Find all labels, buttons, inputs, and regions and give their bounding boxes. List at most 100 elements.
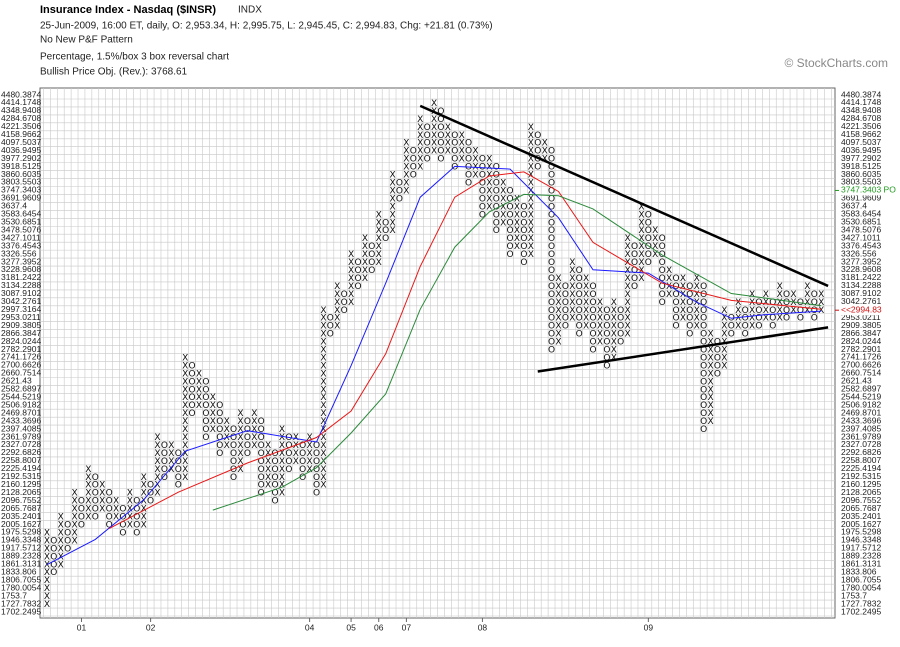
box-glyph: O [742, 322, 749, 332]
box-glyph: X [721, 322, 727, 332]
box-glyph: X [293, 457, 299, 467]
y-tick-label-left: 2469.8701 [1, 407, 41, 417]
box-glyph: O [769, 298, 776, 308]
box-glyph: O [493, 210, 500, 220]
box-glyph: X [279, 457, 285, 467]
box-glyph: X [749, 314, 755, 324]
box-glyph: X [790, 290, 796, 300]
box-glyph: O [686, 330, 693, 340]
box-glyph: X [445, 139, 451, 149]
box-glyph: X [555, 314, 561, 324]
y-tick-label-right: 2909.3805 [841, 320, 881, 330]
box-glyph: X [182, 361, 188, 371]
box-glyph: X [735, 306, 741, 316]
box-glyph: O [258, 433, 265, 443]
box-glyph: X [611, 353, 617, 363]
box-glyph: X [182, 377, 188, 387]
box-glyph: O [479, 194, 486, 204]
y-tick-label-right: 2582.6897 [841, 384, 881, 394]
box-glyph: O [783, 314, 790, 324]
y-tick-label-left: 3637.4 [1, 201, 27, 211]
box-glyph: X [804, 298, 810, 308]
box-glyph: O [175, 457, 182, 467]
box-glyph: X [638, 242, 644, 252]
y-tick-label-right: 2096.7552 [841, 495, 881, 505]
source: © StockCharts.com [784, 56, 888, 70]
y-tick-label-left: 2258.8007 [1, 455, 41, 465]
box-glyph: X [44, 600, 50, 610]
box-glyph: O [589, 338, 596, 348]
box-glyph: X [182, 385, 188, 395]
box-glyph: X [99, 481, 105, 491]
y-tick-label-left: 4036.9495 [1, 145, 41, 155]
box-glyph: O [548, 290, 555, 300]
box-glyph: X [348, 274, 354, 284]
box-glyph: X [334, 290, 340, 300]
box-glyph: X [514, 234, 520, 244]
box-glyph: O [755, 322, 762, 332]
box-glyph: O [520, 210, 527, 220]
y-tick-label-left: 3530.6851 [1, 217, 41, 227]
y-tick-label-right: 2660.7514 [841, 368, 881, 378]
y-tick-label-left: 1975.5298 [1, 527, 41, 537]
box-glyph: X [735, 314, 741, 324]
box-glyph: X [85, 473, 91, 483]
trendline [419, 104, 829, 288]
box-glyph: O [548, 194, 555, 204]
box-glyph: X [293, 433, 299, 443]
box-glyph: X [348, 290, 354, 300]
box-glyph: O [92, 505, 99, 515]
y-tick-label-right: 3583.6454 [841, 209, 881, 219]
y-tick-label-left: 3977.2902 [1, 153, 41, 163]
y-tick-label-left: 2433.3696 [1, 415, 41, 425]
box-glyph: X [251, 417, 257, 427]
box-glyph: X [638, 234, 644, 244]
box-glyph: O [244, 449, 251, 459]
y-tick-label-left: 2128.2065 [1, 487, 41, 497]
box-glyph: O [189, 377, 196, 387]
box-glyph: O [686, 306, 693, 316]
box-glyph: O [437, 139, 444, 149]
box-glyph: O [507, 226, 514, 236]
y-tick-label-right: 2225.4194 [841, 463, 881, 473]
box-glyph: X [320, 330, 326, 340]
x-tick-label: 02 [146, 622, 156, 632]
moving-average [212, 193, 822, 511]
y-tick-label-left: 2824.0244 [1, 336, 41, 346]
box-glyph: X [638, 202, 644, 212]
box-glyph: O [465, 155, 472, 165]
box-glyph: O [64, 536, 71, 546]
box-glyph: O [285, 449, 292, 459]
box-glyph: X [389, 194, 395, 204]
y-tick-label-left: 3134.2288 [1, 280, 41, 290]
box-glyph: X [71, 528, 77, 538]
box-glyph: X [528, 155, 534, 165]
box-glyph: X [279, 465, 285, 475]
box-glyph: O [548, 163, 555, 173]
box-glyph: X [71, 536, 77, 546]
box-glyph: O [230, 425, 237, 435]
box-glyph: X [680, 306, 686, 316]
box-glyph: O [548, 306, 555, 316]
box-glyph: X [694, 298, 700, 308]
box-glyph: X [680, 282, 686, 292]
box-glyph: X [694, 274, 700, 284]
box-glyph: O [216, 441, 223, 451]
box-glyph: O [244, 433, 251, 443]
box-glyph: X [182, 393, 188, 403]
box-glyph: O [133, 521, 140, 531]
box-glyph: X [625, 242, 631, 252]
